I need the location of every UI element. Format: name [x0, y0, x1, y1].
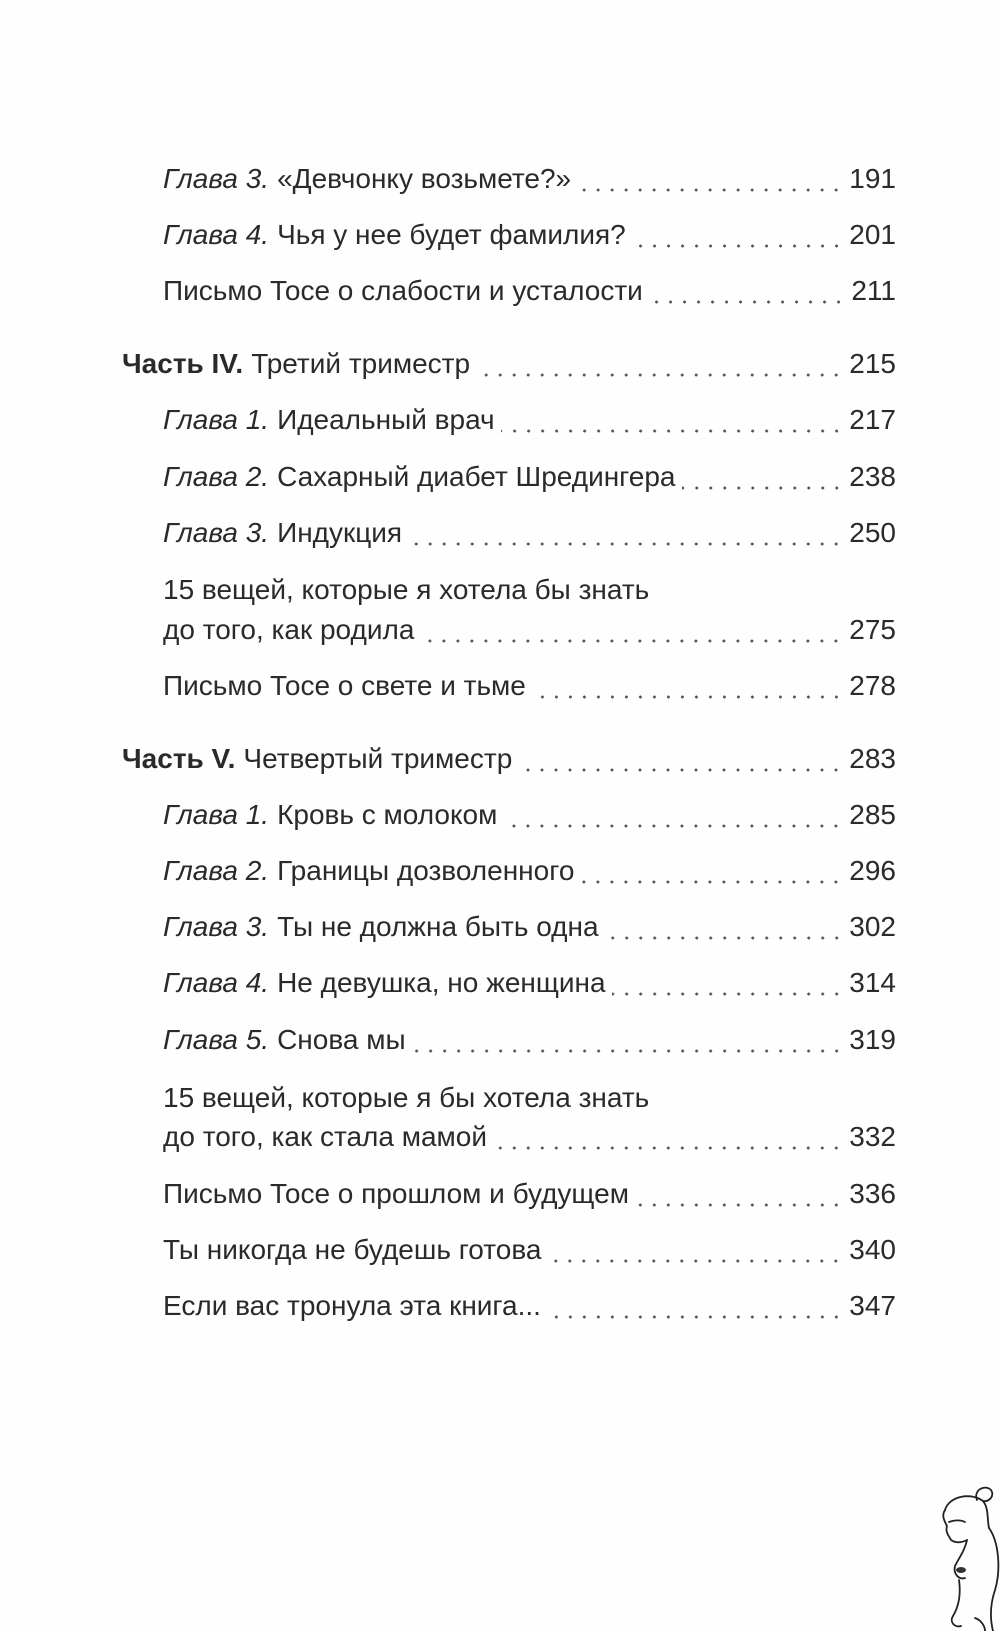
- entry-title: Письмо Тосе о прошлом и будущем: [163, 1178, 629, 1209]
- entry-title: Кровь с молоком: [277, 799, 498, 830]
- dot-leader: [420, 611, 844, 649]
- dot-leader: [493, 1118, 844, 1156]
- toc-entry: Письмо Тосе о свете и тьме 278: [163, 667, 896, 705]
- toc-entry: Глава 2. Границы дозволенного 296: [163, 852, 896, 890]
- chapter-number: Глава 3.: [163, 517, 270, 548]
- page-number: 332: [849, 1121, 896, 1152]
- page-number: 283: [849, 743, 896, 774]
- toc-entry: Глава 3. «Девчонку возьмете?» 191: [163, 160, 896, 198]
- page-number: 314: [849, 967, 896, 998]
- dot-leader: [611, 964, 844, 1002]
- page-number: 215: [849, 348, 896, 379]
- dot-leader: [503, 796, 844, 834]
- entry-title-line1: 15 вещей, которые я хотела бы знать: [163, 574, 650, 605]
- page-number: 347: [849, 1290, 896, 1321]
- chapter-number: Глава 2.: [163, 461, 270, 492]
- part-number: Часть IV.: [122, 348, 244, 379]
- chapter-number: Глава 2.: [163, 855, 270, 886]
- dot-leader: [604, 908, 844, 946]
- entry-title: до того, как стала мамой: [163, 1121, 488, 1152]
- entry-title: до того, как родила: [163, 614, 415, 645]
- entry-title: Если вас тронула эта книга...: [163, 1290, 541, 1321]
- entry-title: Письмо Тосе о слабости и усталости: [163, 275, 643, 306]
- page-number: 201: [849, 219, 896, 250]
- chapter-number: Глава 4.: [163, 219, 270, 250]
- page-number: 217: [849, 404, 896, 435]
- chapter-number: Глава 3.: [163, 911, 270, 942]
- dot-leader: [577, 160, 844, 198]
- toc-entry: Глава 4. Не девушка, но женщина 314: [163, 964, 896, 1002]
- entry-title: Ты никогда не будешь готова: [163, 1234, 542, 1265]
- chapter-number: Глава 5.: [163, 1024, 270, 1055]
- dot-leader: [546, 1287, 844, 1325]
- chapter-number: Глава 1.: [163, 404, 270, 435]
- page-number: 285: [849, 799, 896, 830]
- entry-title: Сахарный диабет Шредингера: [277, 461, 676, 492]
- entry-title: Индукция: [277, 517, 403, 548]
- dot-leader: [648, 272, 846, 310]
- page-number: 275: [849, 614, 896, 645]
- entry-title: Снова мы: [277, 1024, 406, 1055]
- page-number: 336: [849, 1178, 896, 1209]
- toc-entry: Письмо Тосе о слабости и усталости 211: [163, 272, 896, 310]
- entry-title: Четвертый триместр: [243, 743, 513, 774]
- page-number: 211: [851, 275, 896, 306]
- dot-leader: [681, 458, 844, 496]
- pregnant-woman-illustration: [942, 1486, 1000, 1631]
- page-number: 238: [849, 461, 896, 492]
- page-number: 302: [849, 911, 896, 942]
- chapter-number: Глава 3.: [163, 163, 270, 194]
- dot-leader: [408, 514, 844, 552]
- page-number: 250: [849, 517, 896, 548]
- dot-leader: [580, 852, 844, 890]
- dot-leader: [634, 1175, 844, 1213]
- entry-title: Чья у нее будет фамилия?: [277, 219, 626, 250]
- toc-entry: до того, как родила 275: [163, 611, 896, 649]
- toc-entry: Если вас тронула эта книга... 347: [163, 1287, 896, 1325]
- entry-title: Не девушка, но женщина: [277, 967, 606, 998]
- page-number: 191: [849, 163, 896, 194]
- toc-entry: Глава 1. Идеальный врач 217: [163, 401, 896, 439]
- entry-title: «Девчонку возьмете?»: [277, 163, 572, 194]
- chapter-number: Глава 1.: [163, 799, 270, 830]
- toc-entry: Глава 2. Сахарный диабет Шредингера 238: [163, 458, 896, 496]
- toc-entry: Ты никогда не будешь готова 340: [163, 1231, 896, 1269]
- entry-title-line1: 15 вещей, которые я бы хотела знать: [163, 1082, 650, 1113]
- part-number: Часть V.: [122, 743, 236, 774]
- dot-leader: [631, 216, 844, 254]
- dot-leader: [547, 1231, 844, 1269]
- chapter-number: Глава 4.: [163, 967, 270, 998]
- toc-part-heading: Часть V. Четвертый триместр 283: [122, 740, 896, 778]
- toc-entry: Глава 3. Ты не должна быть одна 302: [163, 908, 896, 946]
- page-number: 319: [849, 1024, 896, 1055]
- toc-entry: Глава 4. Чья у нее будет фамилия? 201: [163, 216, 896, 254]
- dot-leader: [518, 740, 844, 778]
- toc-entry: Глава 5. Снова мы 319: [163, 1021, 896, 1059]
- toc-entry: до того, как стала мамой 332: [163, 1118, 896, 1156]
- entry-title: Третий триместр: [251, 348, 471, 379]
- entry-title: Границы дозволенного: [277, 855, 575, 886]
- entry-title: Ты не должна быть одна: [277, 911, 599, 942]
- toc-part-heading: Часть IV. Третий триместр 215: [122, 345, 896, 383]
- dot-leader: [476, 345, 844, 383]
- page-number: 296: [849, 855, 896, 886]
- page-number: 340: [849, 1234, 896, 1265]
- entry-title: Идеальный врач: [277, 404, 495, 435]
- toc-entry: Письмо Тосе о прошлом и будущем 336: [163, 1175, 896, 1213]
- dot-leader: [411, 1021, 844, 1059]
- page-number: 278: [849, 670, 896, 701]
- dot-leader: [531, 667, 844, 705]
- dot-leader: [500, 401, 844, 439]
- toc-entry: Глава 3. Индукция 250: [163, 514, 896, 552]
- toc-entry: Глава 1. Кровь с молоком 285: [163, 796, 896, 834]
- entry-title: Письмо Тосе о свете и тьме: [163, 670, 526, 701]
